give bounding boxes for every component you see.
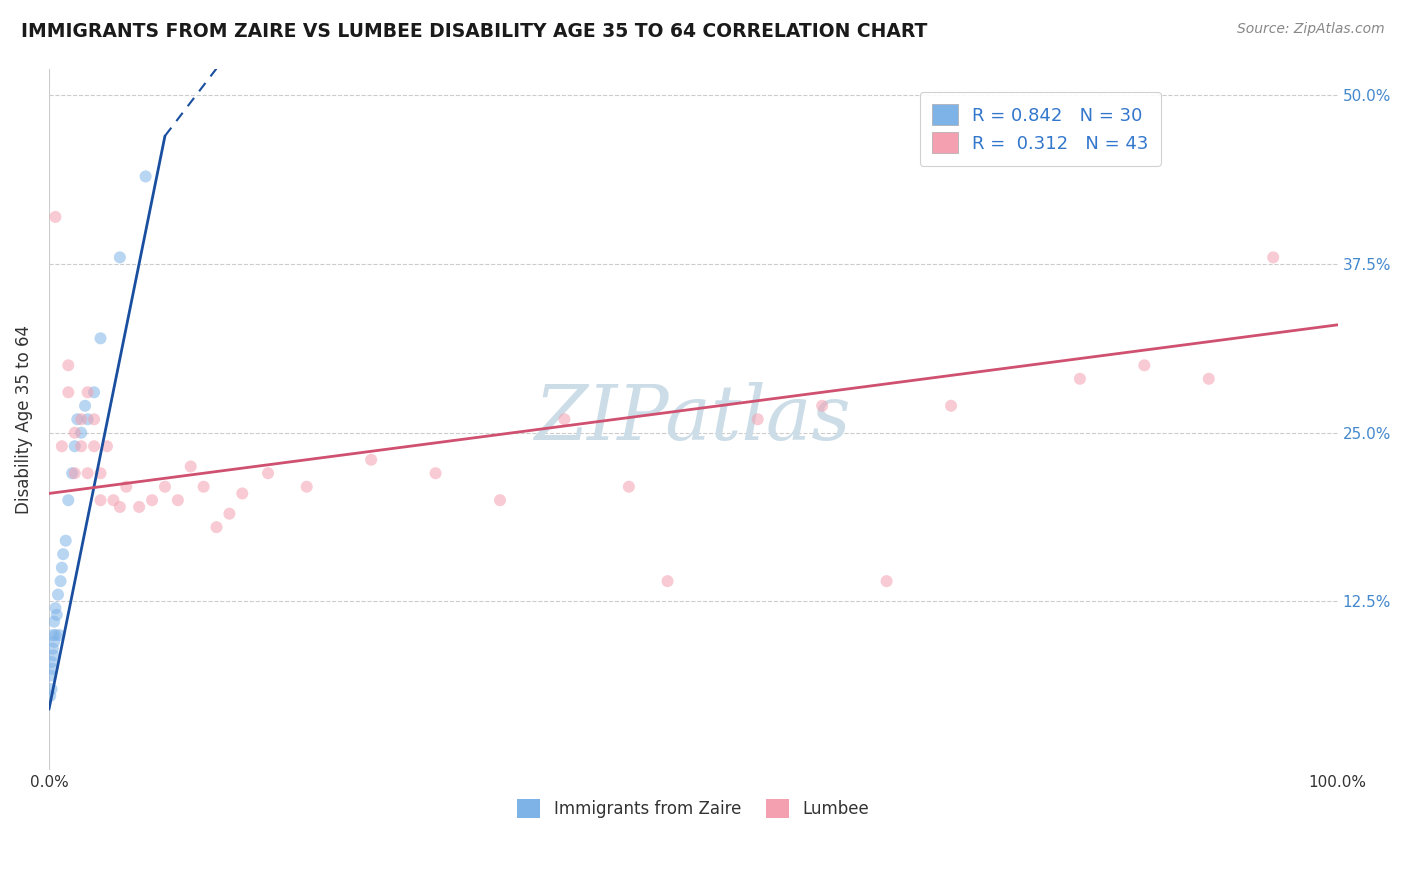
Point	[44, 628, 66, 642]
Point	[70, 412, 93, 426]
Text: IMMIGRANTS FROM ZAIRE VS LUMBEE DISABILITY AGE 35 TO 64 CORRELATION CHART: IMMIGRANTS FROM ZAIRE VS LUMBEE DISABILI…	[21, 22, 928, 41]
Point	[63, 439, 86, 453]
Point	[876, 574, 898, 589]
Point	[89, 467, 111, 481]
Point	[51, 560, 73, 574]
Text: ZIPatlas: ZIPatlas	[536, 383, 852, 457]
Y-axis label: Disability Age 35 to 64: Disability Age 35 to 64	[15, 325, 32, 514]
Point	[83, 412, 105, 426]
Point	[58, 359, 80, 373]
Point	[96, 439, 118, 453]
Point	[70, 425, 93, 440]
Point	[44, 210, 66, 224]
Point	[73, 399, 96, 413]
Point	[360, 452, 382, 467]
Point	[83, 439, 105, 453]
Point	[51, 439, 73, 453]
Point	[42, 635, 65, 649]
Point	[42, 648, 65, 663]
Point	[257, 467, 280, 481]
Point	[747, 412, 769, 426]
Point	[46, 588, 69, 602]
Point	[218, 507, 240, 521]
Point	[58, 493, 80, 508]
Point	[180, 459, 202, 474]
Point	[135, 169, 157, 184]
Point	[66, 412, 89, 426]
Point	[115, 480, 138, 494]
Point	[41, 662, 63, 676]
Point	[58, 385, 80, 400]
Point	[231, 486, 253, 500]
Point	[295, 480, 318, 494]
Point	[39, 689, 62, 703]
Point	[42, 628, 65, 642]
Point	[103, 493, 125, 508]
Point	[76, 412, 98, 426]
Point	[425, 467, 447, 481]
Point	[45, 607, 67, 622]
Point	[55, 533, 77, 548]
Point	[63, 425, 86, 440]
Point	[1263, 251, 1285, 265]
Point	[657, 574, 679, 589]
Point	[60, 467, 83, 481]
Point	[205, 520, 228, 534]
Point	[44, 601, 66, 615]
Point	[63, 467, 86, 481]
Point	[108, 251, 131, 265]
Text: Source: ZipAtlas.com: Source: ZipAtlas.com	[1237, 22, 1385, 37]
Point	[1198, 372, 1220, 386]
Point	[1069, 372, 1091, 386]
Point	[76, 467, 98, 481]
Point	[89, 331, 111, 345]
Point	[83, 385, 105, 400]
Point	[41, 655, 63, 669]
Point	[52, 547, 75, 561]
Point	[617, 480, 640, 494]
Legend: Immigrants from Zaire, Lumbee: Immigrants from Zaire, Lumbee	[510, 792, 876, 825]
Point	[811, 399, 834, 413]
Point	[939, 399, 962, 413]
Point	[48, 628, 70, 642]
Point	[70, 439, 93, 453]
Point	[1133, 359, 1156, 373]
Point	[41, 681, 63, 696]
Point	[128, 500, 150, 514]
Point	[141, 493, 163, 508]
Point	[39, 668, 62, 682]
Point	[108, 500, 131, 514]
Point	[42, 615, 65, 629]
Point	[76, 385, 98, 400]
Point	[49, 574, 72, 589]
Point	[89, 493, 111, 508]
Point	[553, 412, 575, 426]
Point	[193, 480, 215, 494]
Point	[153, 480, 176, 494]
Point	[166, 493, 188, 508]
Point	[42, 641, 65, 656]
Point	[489, 493, 512, 508]
